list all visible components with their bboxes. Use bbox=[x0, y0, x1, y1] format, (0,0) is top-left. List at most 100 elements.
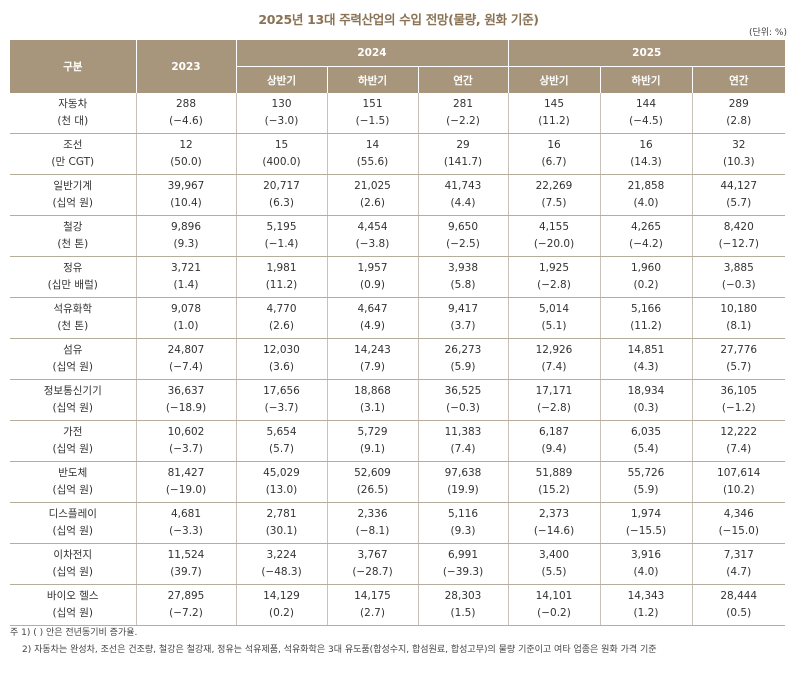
yoy-change: (14.3) bbox=[630, 156, 662, 168]
import-volume: 107,614 bbox=[717, 467, 761, 479]
yoy-change: (26.5) bbox=[356, 484, 389, 496]
value-cell: 5,654 (5.7) bbox=[235, 420, 328, 462]
industry-unit: (십억 원) bbox=[52, 525, 93, 537]
yoy-change: (0.5) bbox=[726, 607, 752, 619]
yoy-change: (−8.1) bbox=[355, 525, 390, 537]
value-cell: 281 (−2.2) bbox=[417, 93, 509, 134]
import-volume: 44,127 bbox=[720, 180, 758, 192]
import-volume: 27,895 bbox=[167, 590, 205, 602]
industry-unit: (십억 원) bbox=[52, 361, 93, 373]
yoy-change: (7.4) bbox=[450, 443, 476, 455]
row-label-cell: 정보통신기기 (십억 원) bbox=[10, 379, 137, 421]
table-title: 2025년 13대 주력산업의 수입 전망(물량, 원화 기준) bbox=[258, 12, 539, 27]
value-cell: 10,180 (8.1) bbox=[691, 297, 786, 339]
value-cell: 3,400 (5.5) bbox=[507, 543, 601, 585]
value-cell: 5,729 (9.1) bbox=[326, 420, 419, 462]
yoy-change: (5.7) bbox=[726, 361, 752, 373]
yoy-change: (4.0) bbox=[633, 197, 659, 209]
import-volume: 2,781 bbox=[266, 508, 297, 520]
industry-unit: (만 CGT) bbox=[51, 156, 95, 168]
value-cell: 4,454 (−3.8) bbox=[326, 215, 419, 257]
row-label-cell: 바이오 헬스 (십억 원) bbox=[10, 584, 137, 626]
industry-name: 조선 bbox=[63, 139, 83, 151]
yoy-change: (−19.0) bbox=[165, 484, 207, 496]
yoy-change: (5.8) bbox=[450, 279, 476, 291]
value-cell: 1,981 (11.2) bbox=[235, 256, 328, 298]
import-volume: 27,776 bbox=[720, 344, 758, 356]
footnotes: 주 1) ( ) 안은 전년동기비 증가율. 2) 자동차는 완성차, 조선은 … bbox=[10, 625, 657, 659]
header-2025-h1: 상반기 bbox=[507, 66, 601, 93]
row-label-cell: 가전 (십억 원) bbox=[10, 420, 137, 462]
row-label-cell: 반도체 (십억 원) bbox=[10, 461, 137, 503]
yoy-change: (10.4) bbox=[170, 197, 202, 209]
yoy-change: (−7.2) bbox=[169, 607, 203, 619]
value-cell: 288 (−4.6) bbox=[135, 93, 237, 134]
table-row: 반도체 (십억 원) 81,427 (−19.0) 45,029 (13.0) 52,609… bbox=[10, 461, 786, 503]
yoy-change: (−1.4) bbox=[264, 238, 299, 250]
yoy-change: (2.8) bbox=[726, 115, 752, 127]
value-cell: 14,175 (2.7) bbox=[326, 584, 419, 626]
import-volume: 36,525 bbox=[444, 385, 482, 397]
value-cell: 151 (−1.5) bbox=[326, 93, 419, 134]
value-cell: 5,116 (9.3) bbox=[417, 502, 509, 544]
import-volume: 28,303 bbox=[444, 590, 482, 602]
import-volume: 16 bbox=[547, 139, 561, 151]
header-2024: 2024 bbox=[235, 40, 509, 67]
yoy-change: (−20.0) bbox=[533, 238, 575, 250]
yoy-change: (5.7) bbox=[269, 443, 294, 455]
value-cell: 27,895 (−7.2) bbox=[135, 584, 237, 626]
header-2025: 2025 bbox=[507, 40, 786, 67]
header-2024-h1: 상반기 bbox=[236, 66, 328, 93]
value-cell: 26,273 (5.9) bbox=[417, 338, 509, 380]
import-volume: 5,195 bbox=[266, 221, 297, 233]
yoy-change: (4.7) bbox=[726, 566, 752, 578]
value-cell: 36,637 (−18.9) bbox=[135, 379, 237, 421]
value-cell: 1,925 (−2.8) bbox=[507, 256, 601, 298]
value-cell: 144 (−4.5) bbox=[599, 93, 693, 134]
import-volume: 145 bbox=[543, 98, 565, 110]
value-cell: 20,717 (6.3) bbox=[235, 174, 328, 216]
import-volume: 21,025 bbox=[354, 180, 391, 192]
footnote-1: 주 1) ( ) 안은 전년동기비 증가율. bbox=[10, 628, 138, 638]
row-label-cell: 디스플레이 (십억 원) bbox=[10, 502, 137, 544]
import-volume: 18,868 bbox=[354, 385, 391, 397]
table-row: 바이오 헬스 (십억 원) 27,895 (−7.2) 14,129 (0.2) 14,17… bbox=[10, 584, 786, 626]
value-cell: 15 (400.0) bbox=[235, 133, 328, 175]
industry-name: 석유화학 bbox=[53, 303, 93, 315]
industry-unit: (십억 원) bbox=[52, 607, 93, 619]
row-label-cell: 석유화학 (천 톤) bbox=[10, 297, 137, 339]
value-cell: 11,524 (39.7) bbox=[135, 543, 237, 585]
table-row: 디스플레이 (십억 원) 4,681 (−3.3) 2,781 (30.1) 2,336 (−… bbox=[10, 502, 786, 544]
yoy-change: (10.3) bbox=[722, 156, 755, 168]
value-cell: 3,938 (5.8) bbox=[417, 256, 509, 298]
import-volume: 2,373 bbox=[538, 508, 570, 520]
row-label-cell: 이차전지 (십억 원) bbox=[10, 543, 137, 585]
import-volume: 41,743 bbox=[444, 180, 482, 192]
value-cell: 12,030 (3.6) bbox=[235, 338, 328, 380]
yoy-change: (8.1) bbox=[726, 320, 752, 332]
yoy-change: (−4.5) bbox=[629, 115, 663, 127]
value-cell: 2,336 (−8.1) bbox=[326, 502, 419, 544]
value-cell: 11,383 (7.4) bbox=[417, 420, 509, 462]
value-cell: 8,420 (−12.7) bbox=[691, 215, 786, 257]
header-2025-annual: 연간 bbox=[691, 66, 786, 93]
yoy-change: (15.2) bbox=[538, 484, 570, 496]
value-cell: 17,171 (−2.8) bbox=[507, 379, 601, 421]
import-volume: 51,889 bbox=[535, 467, 573, 479]
industry-name: 이차전지 bbox=[53, 549, 93, 561]
industry-name: 정보통신기기 bbox=[43, 385, 102, 397]
value-cell: 3,885 (−0.3) bbox=[691, 256, 786, 298]
yoy-change: (0.2) bbox=[269, 607, 294, 619]
table-row: 섬유 (십억 원) 24,807 (−7.4) 12,030 (3.6) 14,243 (7.… bbox=[10, 338, 786, 380]
import-volume: 21,858 bbox=[627, 180, 665, 192]
yoy-change: (5.5) bbox=[541, 566, 567, 578]
value-cell: 32 (10.3) bbox=[691, 133, 786, 175]
import-volume: 4,265 bbox=[630, 221, 662, 233]
value-cell: 9,650 (−2.5) bbox=[417, 215, 509, 257]
industry-name: 디스플레이 bbox=[48, 508, 97, 520]
import-volume: 4,681 bbox=[170, 508, 202, 520]
import-volume: 9,650 bbox=[447, 221, 479, 233]
yoy-change: (0.9) bbox=[360, 279, 385, 291]
table-row: 일반기계 (십억 원) 39,967 (10.4) 20,717 (6.3) 21,025 (… bbox=[10, 174, 786, 216]
value-cell: 12 (50.0) bbox=[135, 133, 237, 175]
